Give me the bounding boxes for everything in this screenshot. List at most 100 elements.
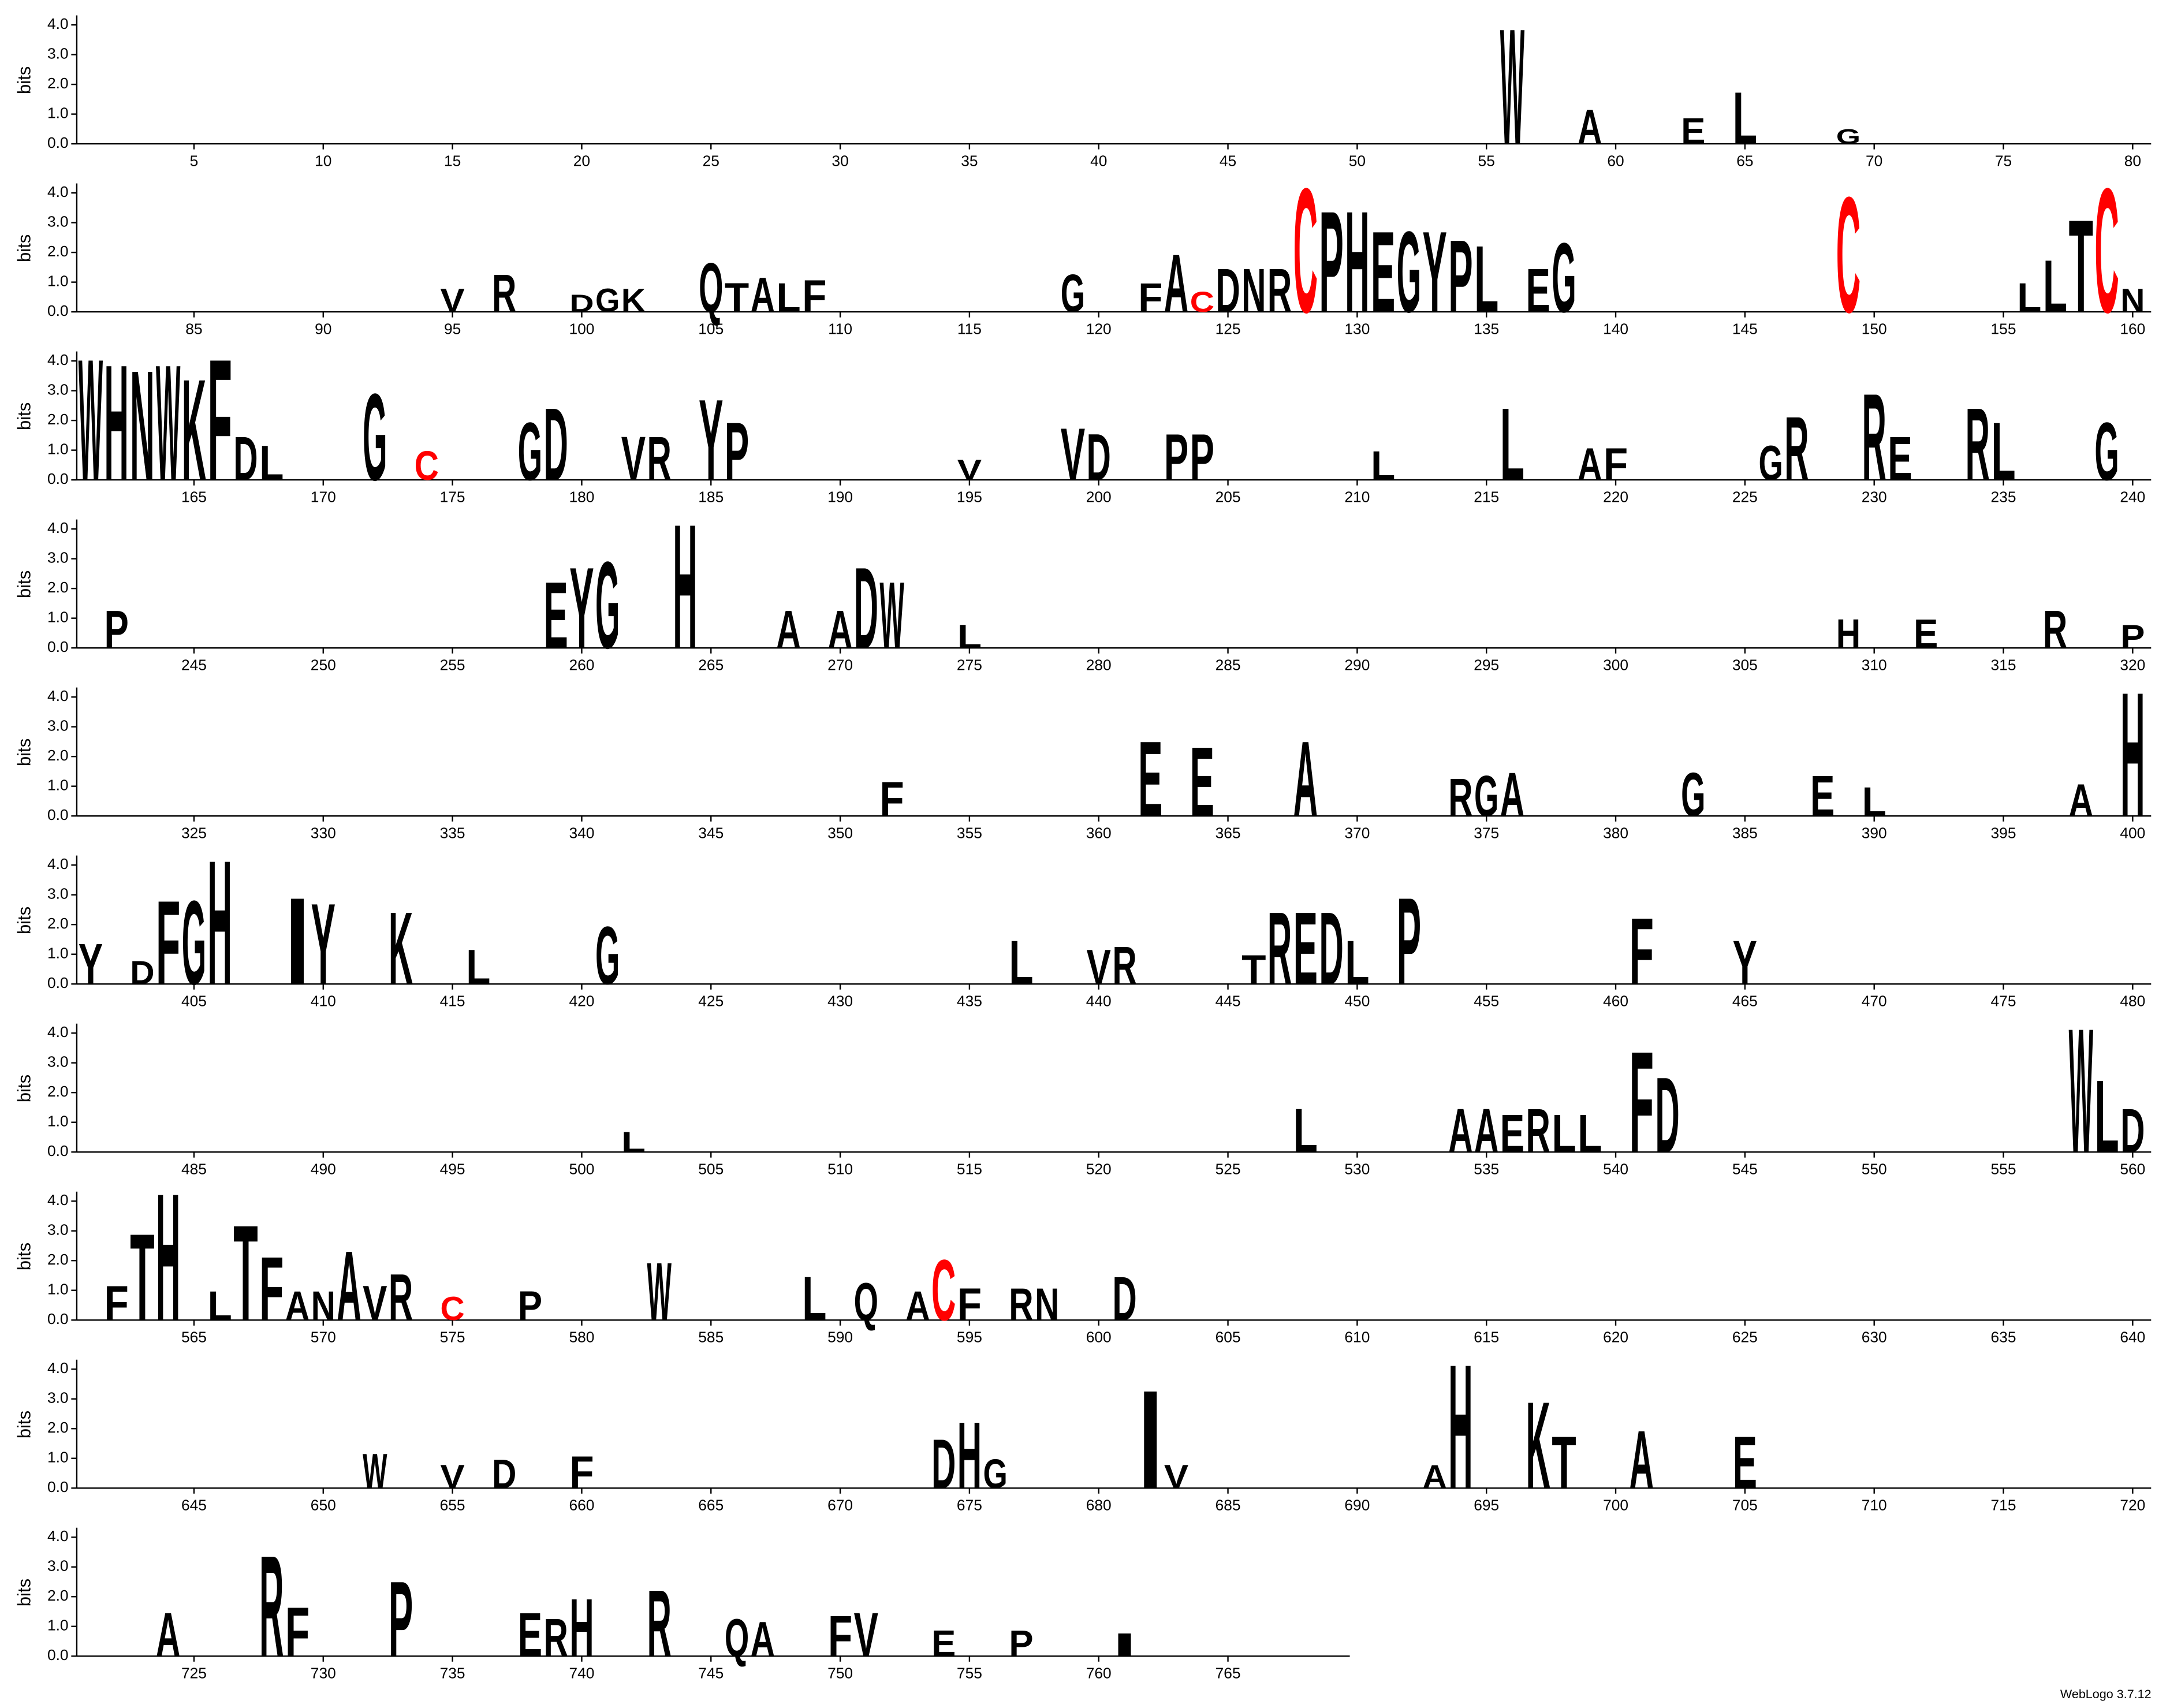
x-tick-label: 390 xyxy=(1862,824,1887,841)
logo-letter: W xyxy=(363,1443,387,1498)
y-tick-label: 4.0 xyxy=(47,183,69,200)
logo-letter: A xyxy=(1474,1096,1498,1165)
x-tick-label: 440 xyxy=(1086,992,1112,1009)
x-tick-label: 570 xyxy=(311,1328,336,1345)
x-tick-label: 175 xyxy=(440,488,465,505)
x-tick-label: 745 xyxy=(698,1665,724,1682)
logo-letter: P xyxy=(2120,618,2145,655)
x-tick-label: 335 xyxy=(440,824,465,841)
logo-letter: G xyxy=(595,909,620,1002)
x-tick-label: 760 xyxy=(1086,1665,1112,1682)
logo-letter: V xyxy=(854,1600,878,1669)
x-tick-label: 485 xyxy=(181,1160,207,1177)
logo-letter: T xyxy=(233,1198,258,1349)
logo-letter: I xyxy=(1112,1627,1136,1664)
x-tick-label: 635 xyxy=(1991,1328,2016,1345)
logo-letter: H xyxy=(957,1402,982,1509)
y-tick-label: 4.0 xyxy=(47,1527,69,1545)
x-tick-label: 90 xyxy=(315,320,331,337)
logo-letter: E xyxy=(931,1623,956,1664)
y-tick-label: 2.0 xyxy=(47,1587,69,1604)
y-tick-label: 2.0 xyxy=(47,1419,69,1436)
logo-letter: V xyxy=(621,424,646,493)
logo-letter: D xyxy=(1112,1264,1136,1333)
x-tick-label: 30 xyxy=(832,152,848,169)
x-tick-label: 100 xyxy=(569,320,594,337)
y-tick-label: 1.0 xyxy=(47,609,69,626)
logo-letter: E xyxy=(1138,719,1162,839)
logo-letter: E xyxy=(1914,610,1938,657)
x-tick-label: 305 xyxy=(1732,656,1758,673)
logo-letter: A xyxy=(751,1611,775,1666)
x-tick-label: 235 xyxy=(1991,488,2016,505)
logo-letter: L xyxy=(1371,442,1395,488)
logo-letter: D xyxy=(1655,1055,1679,1175)
logo-letter: A xyxy=(1578,439,1602,490)
logo-letter: R xyxy=(492,263,516,323)
logo-letter: L xyxy=(1991,405,2015,498)
logo-letter: V xyxy=(957,454,982,486)
x-tick-label: 640 xyxy=(2120,1328,2145,1345)
y-tick-label: 0.0 xyxy=(47,638,69,655)
y-tick-label: 3.0 xyxy=(47,1557,69,1575)
logo-letter: F xyxy=(828,1604,852,1669)
logo-letter: L xyxy=(259,435,284,490)
logo-letter: Y xyxy=(79,932,103,997)
logo-letter: R xyxy=(1267,891,1292,1006)
x-tick-label: 15 xyxy=(444,152,461,169)
logo-letter: V xyxy=(363,1275,387,1330)
x-tick-label: 250 xyxy=(311,656,336,673)
x-tick-label: 220 xyxy=(1603,488,1628,505)
logo-letter: P xyxy=(1319,182,1343,343)
logo-letter: V xyxy=(1164,1459,1188,1496)
logo-letter: G xyxy=(1397,207,1421,337)
x-tick-label: 40 xyxy=(1090,152,1107,169)
y-tick-label: 3.0 xyxy=(47,1221,69,1239)
x-tick-label: 495 xyxy=(440,1160,465,1177)
logo-letter: A xyxy=(2069,775,2093,826)
logo-letter: E xyxy=(1190,726,1214,837)
logo-letter: C xyxy=(440,1291,464,1327)
logo-letter: F xyxy=(1630,898,1654,1005)
x-tick-label: 385 xyxy=(1732,824,1758,841)
logo-letter: E xyxy=(1681,111,1705,152)
x-tick-label: 70 xyxy=(1866,152,1882,169)
logo-letter: A xyxy=(1448,1096,1472,1165)
logo-letter: R xyxy=(647,424,672,493)
x-tick-label: 285 xyxy=(1216,656,1241,673)
logo-letter: H xyxy=(208,823,232,1022)
logo-letter: R xyxy=(1862,368,1886,506)
logo-letter: H xyxy=(1345,182,1369,343)
logo-letter: Y xyxy=(1422,207,1446,337)
logo-letter: P xyxy=(1190,420,1214,494)
logo-letter: N xyxy=(1035,1279,1059,1330)
logo-letter: H xyxy=(2120,655,2145,854)
logo-letter: W xyxy=(2069,991,2093,1190)
x-tick-label: 650 xyxy=(311,1496,336,1513)
x-tick-label: 370 xyxy=(1344,824,1370,841)
logo-letter: A xyxy=(905,1283,930,1329)
logo-letter: R xyxy=(647,1570,672,1677)
logo-letter: G xyxy=(1061,263,1085,323)
y-tick-label: 3.0 xyxy=(47,717,69,734)
x-tick-label: 155 xyxy=(1991,320,2016,337)
y-tick-label: 1.0 xyxy=(47,441,69,458)
y-tick-label: 3.0 xyxy=(47,549,69,566)
logo-letter: L xyxy=(776,274,800,320)
logo-letter: T xyxy=(1241,947,1266,993)
logo-letter: K xyxy=(182,350,206,511)
logo-letter: F xyxy=(1138,274,1162,320)
x-tick-label: 445 xyxy=(1216,992,1241,1009)
x-tick-label: 315 xyxy=(1991,656,2016,673)
x-tick-label: 210 xyxy=(1344,488,1370,505)
logo-letter: A xyxy=(285,1283,310,1329)
y-tick-label: 3.0 xyxy=(47,1389,69,1407)
footer: WebLogo 3.7.12 xyxy=(2060,1687,2152,1701)
x-tick-label: 715 xyxy=(1991,1496,2016,1513)
x-tick-label: 345 xyxy=(698,824,724,841)
logo-letter: R xyxy=(2043,599,2067,659)
logo-letter: K xyxy=(621,282,646,319)
x-tick-label: 700 xyxy=(1603,1496,1628,1513)
x-tick-label: 320 xyxy=(2120,656,2145,673)
x-tick-label: 350 xyxy=(827,824,853,841)
